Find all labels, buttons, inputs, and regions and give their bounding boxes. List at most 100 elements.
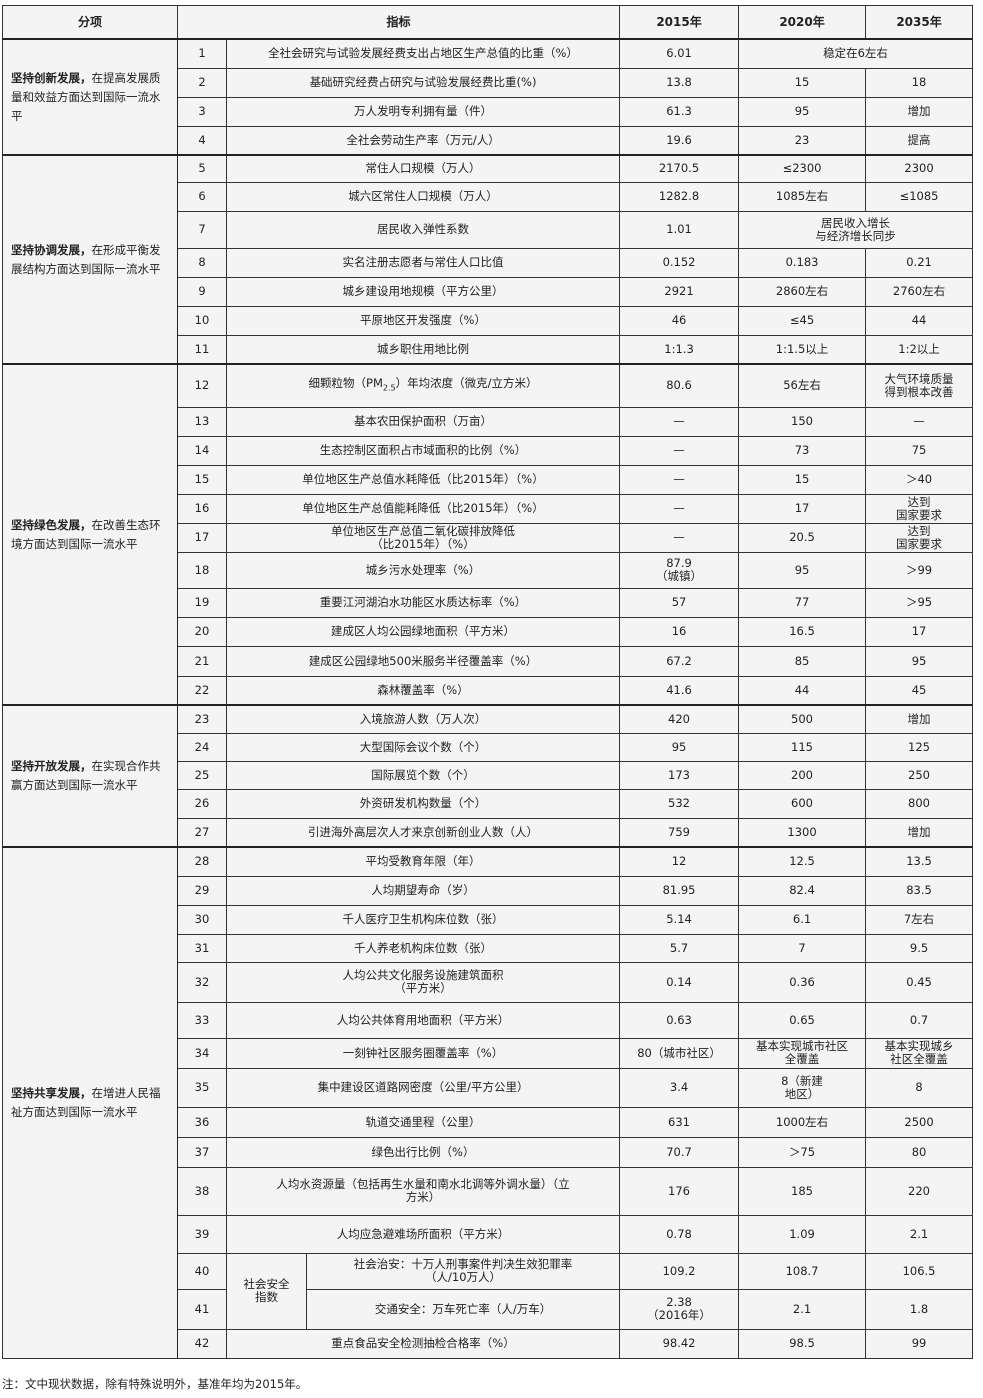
value-2035: 9.5 xyxy=(865,933,974,963)
value-2035: 125 xyxy=(865,732,974,762)
value-2015: 631 xyxy=(619,1106,740,1138)
value-2020: 12.5 xyxy=(738,846,867,877)
category-cell: 坚持开放发展，在实现合作共赢方面达到国际一流水平 xyxy=(2,704,178,848)
row-number: 37 xyxy=(177,1136,227,1168)
row-number: 29 xyxy=(177,875,227,906)
value-2020: 185 xyxy=(738,1166,867,1216)
table-row: 6 城六区常住人口规模（万人） 1282.8 1085左右 ≤1085 xyxy=(3,181,974,212)
value-2020: 95 xyxy=(738,551,867,589)
value-2020: 77 xyxy=(738,587,867,618)
value-2015: 3.4 xyxy=(619,1067,740,1108)
value-2020: ＞75 xyxy=(738,1136,867,1168)
value-2035: 增加 xyxy=(865,96,974,127)
row-number: 41 xyxy=(177,1288,227,1330)
value-2015: 176 xyxy=(619,1166,740,1216)
value-2020: 0.183 xyxy=(738,247,867,278)
indicator-name: 常住人口规模（万人） xyxy=(225,154,621,183)
row-number: 13 xyxy=(177,406,227,437)
value-2035: 提高 xyxy=(865,125,974,156)
indicator-name: 人均应急避难场所面积（平方米） xyxy=(225,1214,621,1254)
value-2015: 19.6 xyxy=(619,125,740,156)
row-number: 34 xyxy=(177,1037,227,1069)
value-2015: 13.8 xyxy=(619,67,740,98)
row-number: 6 xyxy=(177,181,227,212)
value-2020: 6.1 xyxy=(738,904,867,935)
value-2035: 75 xyxy=(865,435,974,466)
row-number: 33 xyxy=(177,1001,227,1039)
value-2035: — xyxy=(865,406,974,437)
value-2020: 20.5 xyxy=(738,522,867,553)
value-2015: 2921 xyxy=(619,276,740,307)
indicator-name: 城乡建设用地规模（平方公里） xyxy=(225,276,621,307)
table-row: 4 全社会劳动生产率（万元/人） 19.6 23 提高 xyxy=(3,125,974,156)
value-2015: 759 xyxy=(619,817,740,848)
row-number: 26 xyxy=(177,788,227,819)
table-row: 2 基础研究经费占研究与试验发展经费比重(%) 13.8 15 18 xyxy=(3,67,974,98)
indicator-name: 集中建设区道路网密度（公里/平方公里） xyxy=(225,1067,621,1108)
value-2015: 16 xyxy=(619,616,740,647)
category-description: 在提高发展质量和效益方面达到国际一流水平 xyxy=(11,70,161,123)
indicator-name: 单位地区生产总值能耗降低（比2015年）（%） xyxy=(225,493,621,524)
value-2020: 16.5 xyxy=(738,616,867,647)
value-2035: 800 xyxy=(865,788,974,819)
value-2035: 增加 xyxy=(865,817,974,848)
indicator-name: 全社会劳动生产率（万元/人） xyxy=(225,125,621,156)
indicator-name: 建成区人均公园绿地面积（平方米） xyxy=(225,616,621,647)
category-title: 坚持开放发展， xyxy=(11,759,92,773)
table-row: 29 人均期望寿命（岁） 81.95 82.4 83.5 xyxy=(3,875,974,906)
subscript: 2.5 xyxy=(382,383,396,393)
row-number: 32 xyxy=(177,961,227,1003)
value-2035: 0.45 xyxy=(865,961,974,1003)
row-number: 42 xyxy=(177,1328,227,1359)
indicator-name: 生态控制区面积占市域面积的比例（%） xyxy=(225,435,621,466)
value-2035: 0.21 xyxy=(865,247,974,278)
row-number: 20 xyxy=(177,616,227,647)
sub-category-social-safety: 社会安全 指数 xyxy=(226,1252,307,1330)
table-row: 17 单位地区生产总值二氧化碳排放降低 （比2015年）（%） —20.5 达到 国家… xyxy=(3,522,974,553)
category-title: 坚持创新发展， xyxy=(11,70,92,85)
value-2035: 增加 xyxy=(865,704,974,734)
table-row: 34 一刻钟社区服务圈覆盖率（%） 80（城市社区） 基本实现城市社区 全覆盖 基本实现… xyxy=(3,1037,974,1069)
row-number: 36 xyxy=(177,1106,227,1138)
value-2015: 1282.8 xyxy=(619,181,740,212)
row-number: 18 xyxy=(177,551,227,589)
value-2035: ＞95 xyxy=(865,587,974,618)
value-2020: 98.5 xyxy=(738,1328,867,1359)
value-2015: 1.01 xyxy=(619,210,740,249)
value-2035: 18 xyxy=(865,67,974,98)
table-row: 18 城乡污水处理率（%） 87.9 （城镇） 95 ＞99 xyxy=(3,551,974,589)
header-2035: 2035年 xyxy=(865,5,974,40)
table-row: 坚持协调发展，在形成平衡发展结构方面达到国际一流水平 5 常住人口规模（万人） 217… xyxy=(2,154,974,365)
value-2015: 80（城市社区） xyxy=(619,1037,740,1069)
value-2035: 8 xyxy=(865,1067,974,1108)
table-row: 21 建成区公园绿地500米服务半径覆盖率（%） 67.2 85 95 xyxy=(3,645,974,677)
category-description: 在改善生态环境方面达到国际一流水平 xyxy=(11,517,161,551)
indicator-name: 城乡职住用地比例 xyxy=(225,334,621,365)
value-2020: 0.36 xyxy=(738,961,867,1003)
indicator-name: 国际展览个数（个） xyxy=(225,760,621,790)
value-2035: 2300 xyxy=(865,154,974,183)
header-category: 分项 xyxy=(2,5,178,40)
value-2035: 250 xyxy=(865,760,974,790)
value-2015: 2.38 （2016年） xyxy=(619,1288,740,1330)
value-2035: 220 xyxy=(865,1166,974,1216)
value-2015: 61.3 xyxy=(619,96,740,127)
value-2020: ≤45 xyxy=(738,305,867,336)
value-2020: 1300 xyxy=(738,817,867,848)
indicator-name: 社会治安：十万人刑事案件判决生效犯罪率 （人/10万人） xyxy=(305,1252,621,1290)
value-2015: 57 xyxy=(619,587,740,618)
value-2015: 2170.5 xyxy=(619,154,740,183)
value-2020: 0.65 xyxy=(738,1001,867,1039)
value-2020: ≤2300 xyxy=(738,154,867,183)
value-2035: 83.5 xyxy=(865,875,974,906)
value-2020: 500 xyxy=(738,704,867,734)
value-2015: 81.95 xyxy=(619,875,740,906)
table-header-row: 分项 指标 2015年 2020年 2035年 xyxy=(2,5,974,40)
indicator-name: 万人发明专利拥有量（件） xyxy=(225,96,621,127)
value-2020: 1000左右 xyxy=(738,1106,867,1138)
value-2015: 5.14 xyxy=(619,904,740,935)
value-2020: 2860左右 xyxy=(738,276,867,307)
indicator-name: 城六区常住人口规模（万人） xyxy=(225,181,621,212)
value-2020: 17 xyxy=(738,493,867,524)
value-2015: 70.7 xyxy=(619,1136,740,1168)
